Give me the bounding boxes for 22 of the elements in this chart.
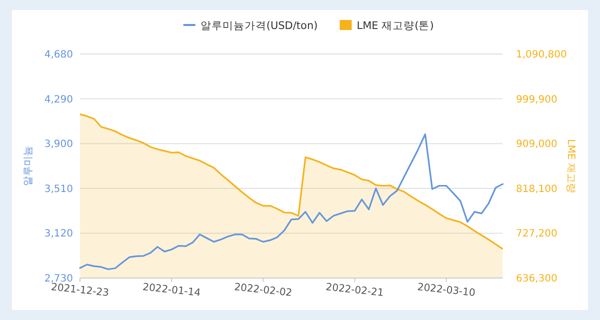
line-series — [79, 133, 504, 270]
legend-label: LME 재고량(톤) — [356, 20, 434, 32]
y-tick-label: 3,900 — [44, 139, 73, 150]
y2-tick-label: 909,000 — [516, 139, 558, 150]
y-tick-label: 3,120 — [44, 228, 73, 240]
x-tick-label: 2021-12-23 — [50, 282, 110, 300]
x-tick-label: 2022-02-21 — [325, 282, 384, 300]
y2-tick-label: 1,090,800 — [516, 50, 567, 60]
y2-axis-title: LME 재고량 — [565, 139, 576, 193]
legend-label: 알루미늄가격(USD/ton) — [200, 20, 318, 32]
x-tick-label: 2022-03-10 — [416, 282, 476, 300]
y2-tick-label: 999,900 — [516, 94, 558, 106]
y-tick-label: 2,730 — [44, 274, 73, 284]
y2-tick-label: 727,200 — [516, 228, 558, 240]
y2-tick-label: 636,300 — [516, 274, 558, 284]
y-tick-label: 4,290 — [44, 94, 73, 106]
y-tick-label: 3,510 — [44, 184, 73, 195]
y2-tick-label: 818,100 — [516, 184, 558, 195]
x-tick-label: 2022-01-14 — [142, 282, 202, 300]
y-tick-label: 4,680 — [44, 50, 73, 60]
x-tick-label: 2022-02-02 — [234, 282, 293, 300]
y-axis-title: 알루미늄 — [23, 146, 34, 186]
